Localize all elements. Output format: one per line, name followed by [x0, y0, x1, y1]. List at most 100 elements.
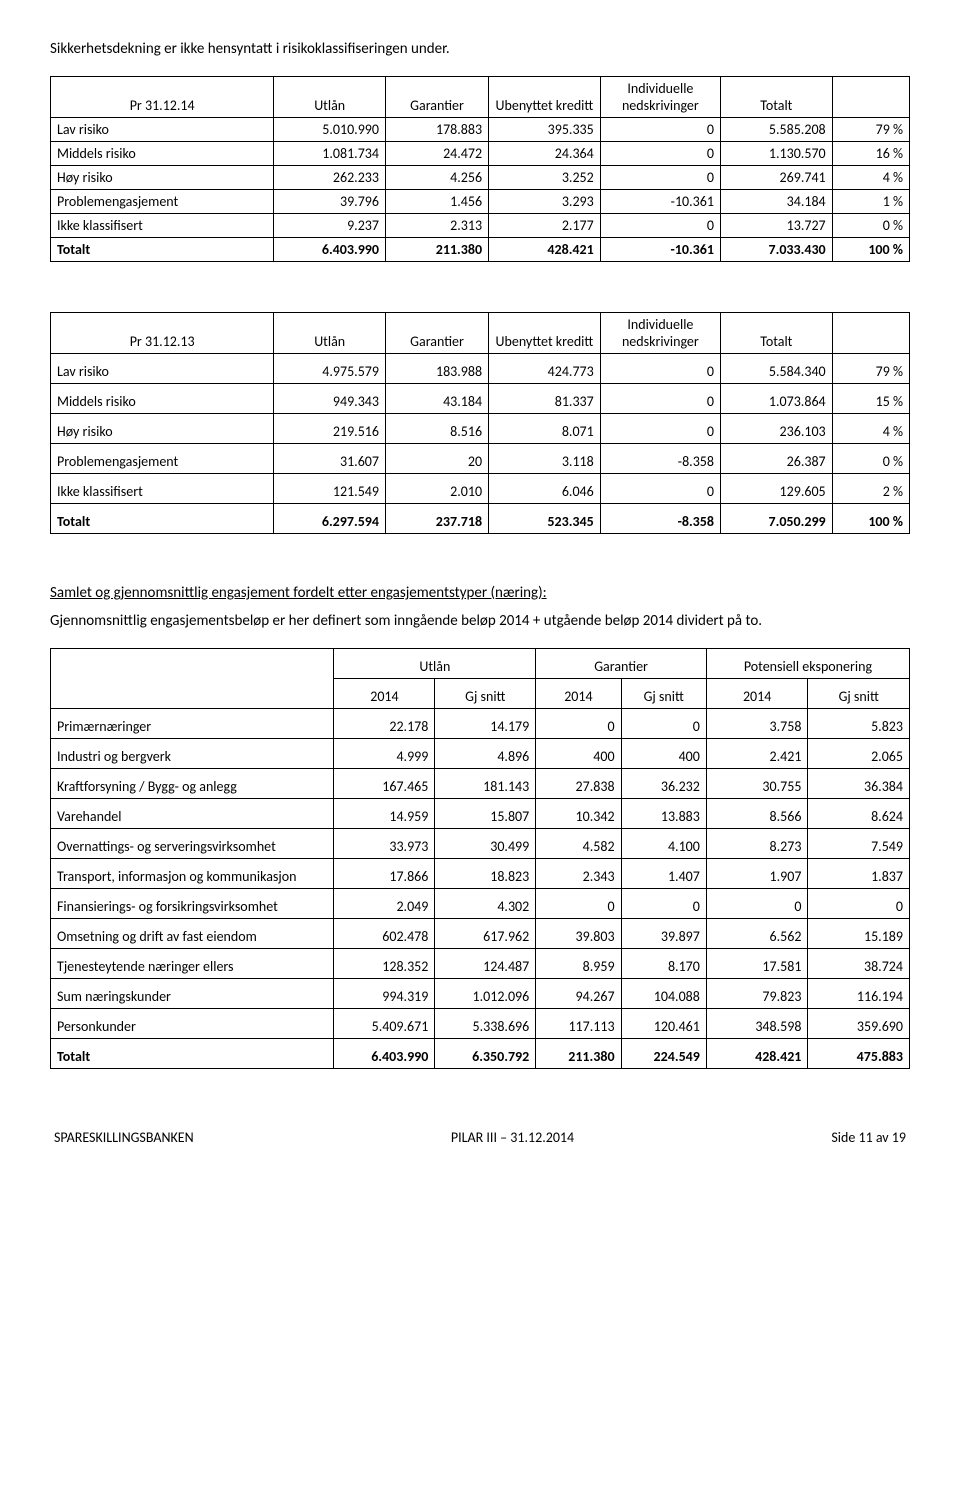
- table-cell: 1.012.096: [435, 979, 536, 1009]
- table-cell: 0: [600, 118, 720, 142]
- section-title: Samlet og gjennomsnittlig engasjement fo…: [50, 584, 910, 602]
- table-cell: 8.273: [706, 829, 808, 859]
- t1-h4: Individuelle nedskrivinger: [600, 77, 720, 118]
- table-cell: 0 %: [832, 444, 909, 474]
- table-cell: 1.907: [706, 859, 808, 889]
- table-cell: 4.100: [621, 829, 706, 859]
- table-cell: 400: [621, 739, 706, 769]
- table-cell: 0: [706, 889, 808, 919]
- table-cell: 0 %: [832, 214, 909, 238]
- table-cell: 30.755: [706, 769, 808, 799]
- table-cell: Problemengasjement: [51, 190, 274, 214]
- t1-h5: Totalt: [720, 77, 832, 118]
- table-cell: 36.384: [808, 769, 910, 799]
- table-cell: 16 %: [832, 142, 909, 166]
- table-cell: 6.297.594: [274, 504, 386, 534]
- table-cell: 994.319: [334, 979, 435, 1009]
- table-cell: 43.184: [386, 384, 489, 414]
- table-row: Personkunder5.409.6715.338.696117.113120…: [51, 1009, 910, 1039]
- table-cell: 178.883: [386, 118, 489, 142]
- table-cell: 6.562: [706, 919, 808, 949]
- table-cell: 348.598: [706, 1009, 808, 1039]
- table-cell: 1.073.864: [720, 384, 832, 414]
- table-cell: 14.959: [334, 799, 435, 829]
- table-cell: 211.380: [536, 1039, 621, 1069]
- table-risk-2013: Pr 31.12.13 Utlån Garantier Ubenyttet kr…: [50, 312, 910, 534]
- table-cell: 6.403.990: [274, 238, 386, 262]
- table-cell: 5.823: [808, 709, 910, 739]
- page-footer: SPARESKILLINGSBANKEN PILAR III – 31.12.2…: [50, 1129, 910, 1146]
- table-cell: 236.103: [720, 414, 832, 444]
- table-cell: 129.605: [720, 474, 832, 504]
- table-cell: 0: [600, 354, 720, 384]
- table-cell: 7.549: [808, 829, 910, 859]
- table-cell: 1.081.734: [274, 142, 386, 166]
- table-cell: 20: [386, 444, 489, 474]
- table-cell: Lav risiko: [51, 118, 274, 142]
- t1-h3: Ubenyttet kreditt: [489, 77, 601, 118]
- footer-right: Side 11 av 19: [831, 1129, 906, 1146]
- table-cell: 100 %: [832, 238, 909, 262]
- table-cell: 5.338.696: [435, 1009, 536, 1039]
- table-cell: 1.456: [386, 190, 489, 214]
- t3-sub6: Gj snitt: [808, 679, 910, 709]
- table-cell: 602.478: [334, 919, 435, 949]
- table-cell: 17.581: [706, 949, 808, 979]
- table-row: Sum næringskunder994.3191.012.09694.2671…: [51, 979, 910, 1009]
- table-cell: Totalt: [51, 1039, 334, 1069]
- table-cell: 5.585.208: [720, 118, 832, 142]
- table-cell: 6.350.792: [435, 1039, 536, 1069]
- table-cell: 4.999: [334, 739, 435, 769]
- table-cell: 0: [600, 142, 720, 166]
- table-cell: 219.516: [274, 414, 386, 444]
- table-cell: 120.461: [621, 1009, 706, 1039]
- table-cell: 0: [536, 889, 621, 919]
- section-desc: Gjennomsnittlig engasjementsbeløp er her…: [50, 612, 910, 630]
- table-cell: 2.313: [386, 214, 489, 238]
- table-cell: 617.962: [435, 919, 536, 949]
- table-cell: Totalt: [51, 238, 274, 262]
- t3-top2: Garantier: [536, 649, 707, 679]
- table-cell: 2 %: [832, 474, 909, 504]
- table-cell: 81.337: [489, 384, 601, 414]
- table-cell: -10.361: [600, 190, 720, 214]
- t3-top3: Potensiell eksponering: [706, 649, 909, 679]
- table-cell: 39.897: [621, 919, 706, 949]
- table-cell: 18.823: [435, 859, 536, 889]
- table-cell: 104.088: [621, 979, 706, 1009]
- t3-sub2: Gj snitt: [435, 679, 536, 709]
- table-cell: 34.184: [720, 190, 832, 214]
- table-row: Høy risiko262.2334.2563.2520269.7414 %: [51, 166, 910, 190]
- table-cell: 10.342: [536, 799, 621, 829]
- table-row: Kraftforsyning / Bygg- og anlegg167.4651…: [51, 769, 910, 799]
- t3-sub1: 2014: [334, 679, 435, 709]
- table-cell: 128.352: [334, 949, 435, 979]
- table-cell: 15.807: [435, 799, 536, 829]
- table-cell: Ikke klassifisert: [51, 474, 274, 504]
- table-cell: Kraftforsyning / Bygg- og anlegg: [51, 769, 334, 799]
- table-cell: 22.178: [334, 709, 435, 739]
- table-cell: 183.988: [386, 354, 489, 384]
- table-cell: 33.973: [334, 829, 435, 859]
- table-cell: 79.823: [706, 979, 808, 1009]
- table-cell: 6.046: [489, 474, 601, 504]
- table-cell: 5.010.990: [274, 118, 386, 142]
- table-cell: Industri og bergverk: [51, 739, 334, 769]
- table-cell: 7.033.430: [720, 238, 832, 262]
- table-row: Ikke klassifisert9.2372.3132.177013.7270…: [51, 214, 910, 238]
- table-cell: 475.883: [808, 1039, 910, 1069]
- table-row: Lav risiko4.975.579183.988424.77305.584.…: [51, 354, 910, 384]
- table-cell: 27.838: [536, 769, 621, 799]
- table-cell: 0: [536, 709, 621, 739]
- t1-h0: Pr 31.12.14: [51, 77, 274, 118]
- table-cell: 400: [536, 739, 621, 769]
- table-cell: 3.293: [489, 190, 601, 214]
- table-cell: 9.237: [274, 214, 386, 238]
- table-cell: Varehandel: [51, 799, 334, 829]
- t2-h1: Utlån: [274, 313, 386, 354]
- t3-sub3: 2014: [536, 679, 621, 709]
- table-cell: 0: [808, 889, 910, 919]
- table-cell: 1.130.570: [720, 142, 832, 166]
- table-row: Middels risiko1.081.73424.47224.36401.13…: [51, 142, 910, 166]
- table-cell: 8.071: [489, 414, 601, 444]
